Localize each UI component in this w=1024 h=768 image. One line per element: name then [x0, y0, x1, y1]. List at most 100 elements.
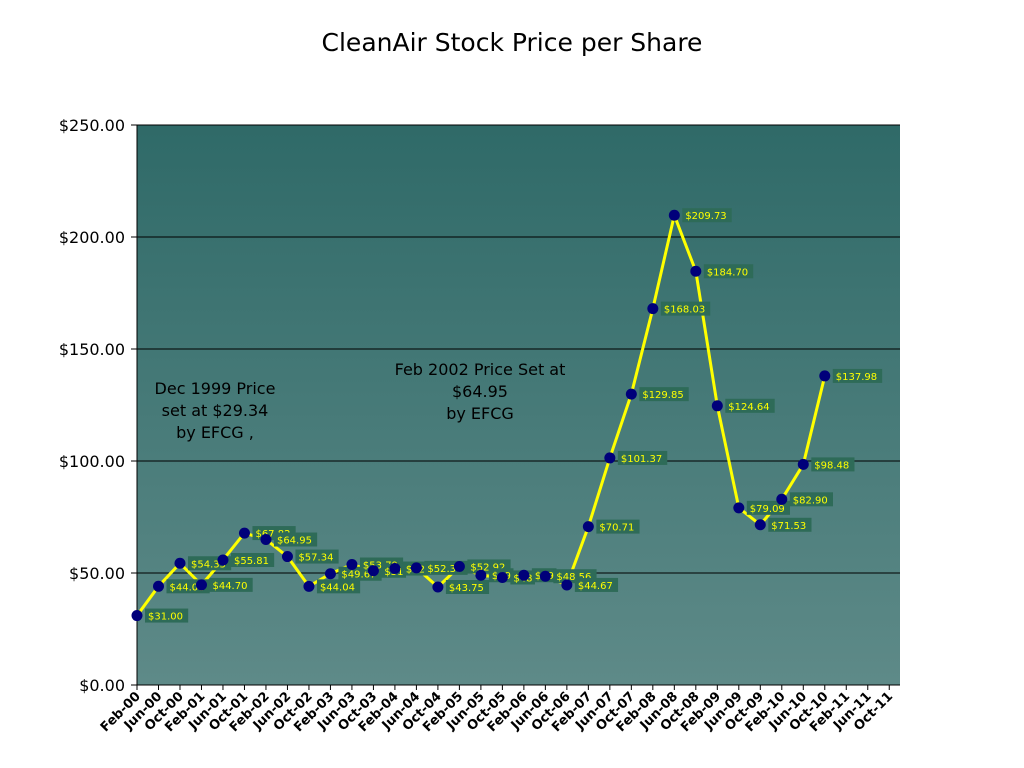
- data-point: [604, 452, 616, 464]
- data-label: $44.04: [316, 579, 361, 594]
- data-point: [346, 559, 358, 571]
- data-point: [582, 521, 594, 533]
- data-label: $184.70: [703, 264, 754, 279]
- data-label-bg: [832, 368, 883, 383]
- data-point: [539, 570, 551, 582]
- data-point: [367, 565, 379, 577]
- data-label-bg: [209, 577, 253, 592]
- data-point: [238, 527, 250, 539]
- data-label-bg: [768, 517, 812, 532]
- data-label-text: $52.30: [427, 564, 462, 575]
- data-label: $43.75: [445, 580, 490, 594]
- data-label-bg: [703, 264, 754, 279]
- data-label-text: $129.85: [642, 390, 683, 401]
- data-label-text: $209.73: [685, 211, 726, 222]
- data-label: $71.53: [768, 517, 812, 532]
- data-label: $209.73: [682, 208, 732, 223]
- data-label-text: $98.48: [814, 460, 849, 471]
- data-point: [195, 579, 207, 591]
- chart-title: CleanAir Stock Price per Share: [321, 28, 703, 57]
- data-point: [819, 370, 831, 382]
- data-label-bg: [682, 208, 732, 223]
- data-label-bg: [574, 577, 619, 592]
- data-label-bg: [295, 549, 339, 564]
- y-tick-label: $250.00: [59, 116, 125, 135]
- data-label-text: $49.67: [341, 570, 376, 581]
- data-point: [475, 569, 487, 581]
- data-point: [647, 303, 659, 315]
- data-label-bg: [660, 301, 711, 316]
- data-label-bg: [230, 552, 275, 567]
- data-point: [668, 209, 680, 221]
- data-label: $44.67: [574, 577, 619, 592]
- data-label-text: $31.00: [148, 612, 183, 623]
- data-label-text: $44.04: [320, 582, 355, 593]
- data-label-bg: [617, 450, 668, 465]
- data-label-text: $52.92: [470, 562, 505, 573]
- data-label-bg: [789, 492, 833, 507]
- data-point: [152, 580, 164, 592]
- data-label-bg: [273, 532, 318, 547]
- data-point: [690, 265, 702, 277]
- data-label: $82.90: [789, 492, 833, 507]
- data-label: $70.71: [596, 519, 640, 534]
- data-label-text: $67.82: [255, 529, 290, 540]
- y-tick-label: $150.00: [59, 340, 125, 359]
- data-label-text: $53.79: [363, 561, 398, 572]
- data-point: [797, 458, 809, 470]
- data-label: $57.34: [295, 549, 339, 564]
- data-point: [260, 534, 272, 546]
- data-label-text: $64.95: [277, 536, 312, 547]
- data-point: [324, 568, 336, 580]
- data-point: [776, 493, 788, 505]
- data-label-bg: [746, 500, 791, 515]
- data-label-text: $82.90: [793, 495, 828, 506]
- data-point: [711, 400, 723, 412]
- data-label: $31.00: [145, 608, 189, 623]
- data-label-bg: [811, 457, 855, 472]
- data-point: [733, 502, 745, 514]
- data-point: [453, 560, 465, 572]
- data-label: $137.98: [832, 368, 883, 383]
- data-label-text: $184.70: [707, 267, 748, 278]
- data-label-text: $71.53: [771, 521, 806, 532]
- data-label-text: $79.09: [750, 504, 785, 515]
- annotation-dec-1999: Dec 1999 Price set at $29.34 by EFCG ,: [154, 379, 276, 442]
- data-point: [217, 554, 229, 566]
- data-point: [174, 557, 186, 569]
- y-tick-label: $0.00: [79, 676, 125, 695]
- data-point: [496, 571, 508, 583]
- data-point: [432, 581, 444, 593]
- data-label-text: $48.56: [556, 572, 591, 583]
- data-label: $55.81: [230, 552, 275, 567]
- data-label-bg: [596, 519, 640, 534]
- y-tick-label: $100.00: [59, 452, 125, 471]
- data-label-text: $54.35: [191, 559, 226, 570]
- data-label-text: $55.81: [234, 556, 269, 567]
- data-point: [754, 519, 766, 531]
- data-point: [561, 579, 573, 591]
- data-label-text: $44.67: [578, 581, 613, 592]
- data-label: $129.85: [639, 387, 689, 402]
- y-tick-label: $200.00: [59, 228, 125, 247]
- data-label: $64.95: [273, 532, 318, 547]
- data-point: [389, 563, 401, 575]
- data-label-text: $57.34: [298, 553, 333, 564]
- data-point: [410, 562, 422, 574]
- data-label-text: $168.03: [664, 305, 705, 316]
- data-label-text: $101.37: [621, 454, 662, 465]
- data-label-bg: [639, 387, 689, 402]
- data-point: [625, 388, 637, 400]
- data-label: $98.48: [811, 457, 855, 472]
- data-label-text: $43.75: [449, 583, 484, 594]
- y-tick-label: $50.00: [69, 564, 125, 583]
- data-label: $168.03: [660, 301, 711, 316]
- data-label-bg: [316, 579, 361, 594]
- data-label-text: $44.06: [169, 582, 204, 593]
- data-label-text: $44.70: [212, 581, 247, 592]
- data-point: [518, 569, 530, 581]
- data-point: [281, 551, 293, 563]
- data-label: $44.70: [209, 577, 253, 592]
- data-label: $79.09: [746, 500, 791, 515]
